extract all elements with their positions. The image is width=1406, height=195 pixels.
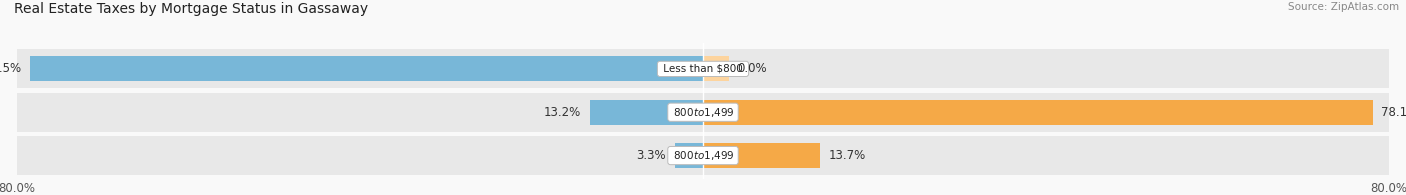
Text: Source: ZipAtlas.com: Source: ZipAtlas.com <box>1288 2 1399 12</box>
Bar <box>591 100 703 125</box>
Text: $800 to $1,499: $800 to $1,499 <box>671 106 735 119</box>
Bar <box>703 143 821 168</box>
Bar <box>675 143 703 168</box>
Bar <box>17 136 1389 175</box>
Bar <box>703 100 1372 125</box>
Bar <box>30 56 703 82</box>
Text: 0.0%: 0.0% <box>737 62 766 75</box>
Text: $800 to $1,499: $800 to $1,499 <box>671 149 735 162</box>
Text: 13.2%: 13.2% <box>544 106 581 119</box>
Text: 78.1%: 78.1% <box>1381 106 1406 119</box>
Text: Real Estate Taxes by Mortgage Status in Gassaway: Real Estate Taxes by Mortgage Status in … <box>14 2 368 16</box>
Bar <box>17 93 1389 132</box>
Text: Less than $800: Less than $800 <box>659 64 747 74</box>
Bar <box>703 56 728 82</box>
Bar <box>17 49 1389 88</box>
Text: 3.3%: 3.3% <box>637 149 666 162</box>
Text: 78.5%: 78.5% <box>0 62 21 75</box>
Text: 13.7%: 13.7% <box>830 149 866 162</box>
